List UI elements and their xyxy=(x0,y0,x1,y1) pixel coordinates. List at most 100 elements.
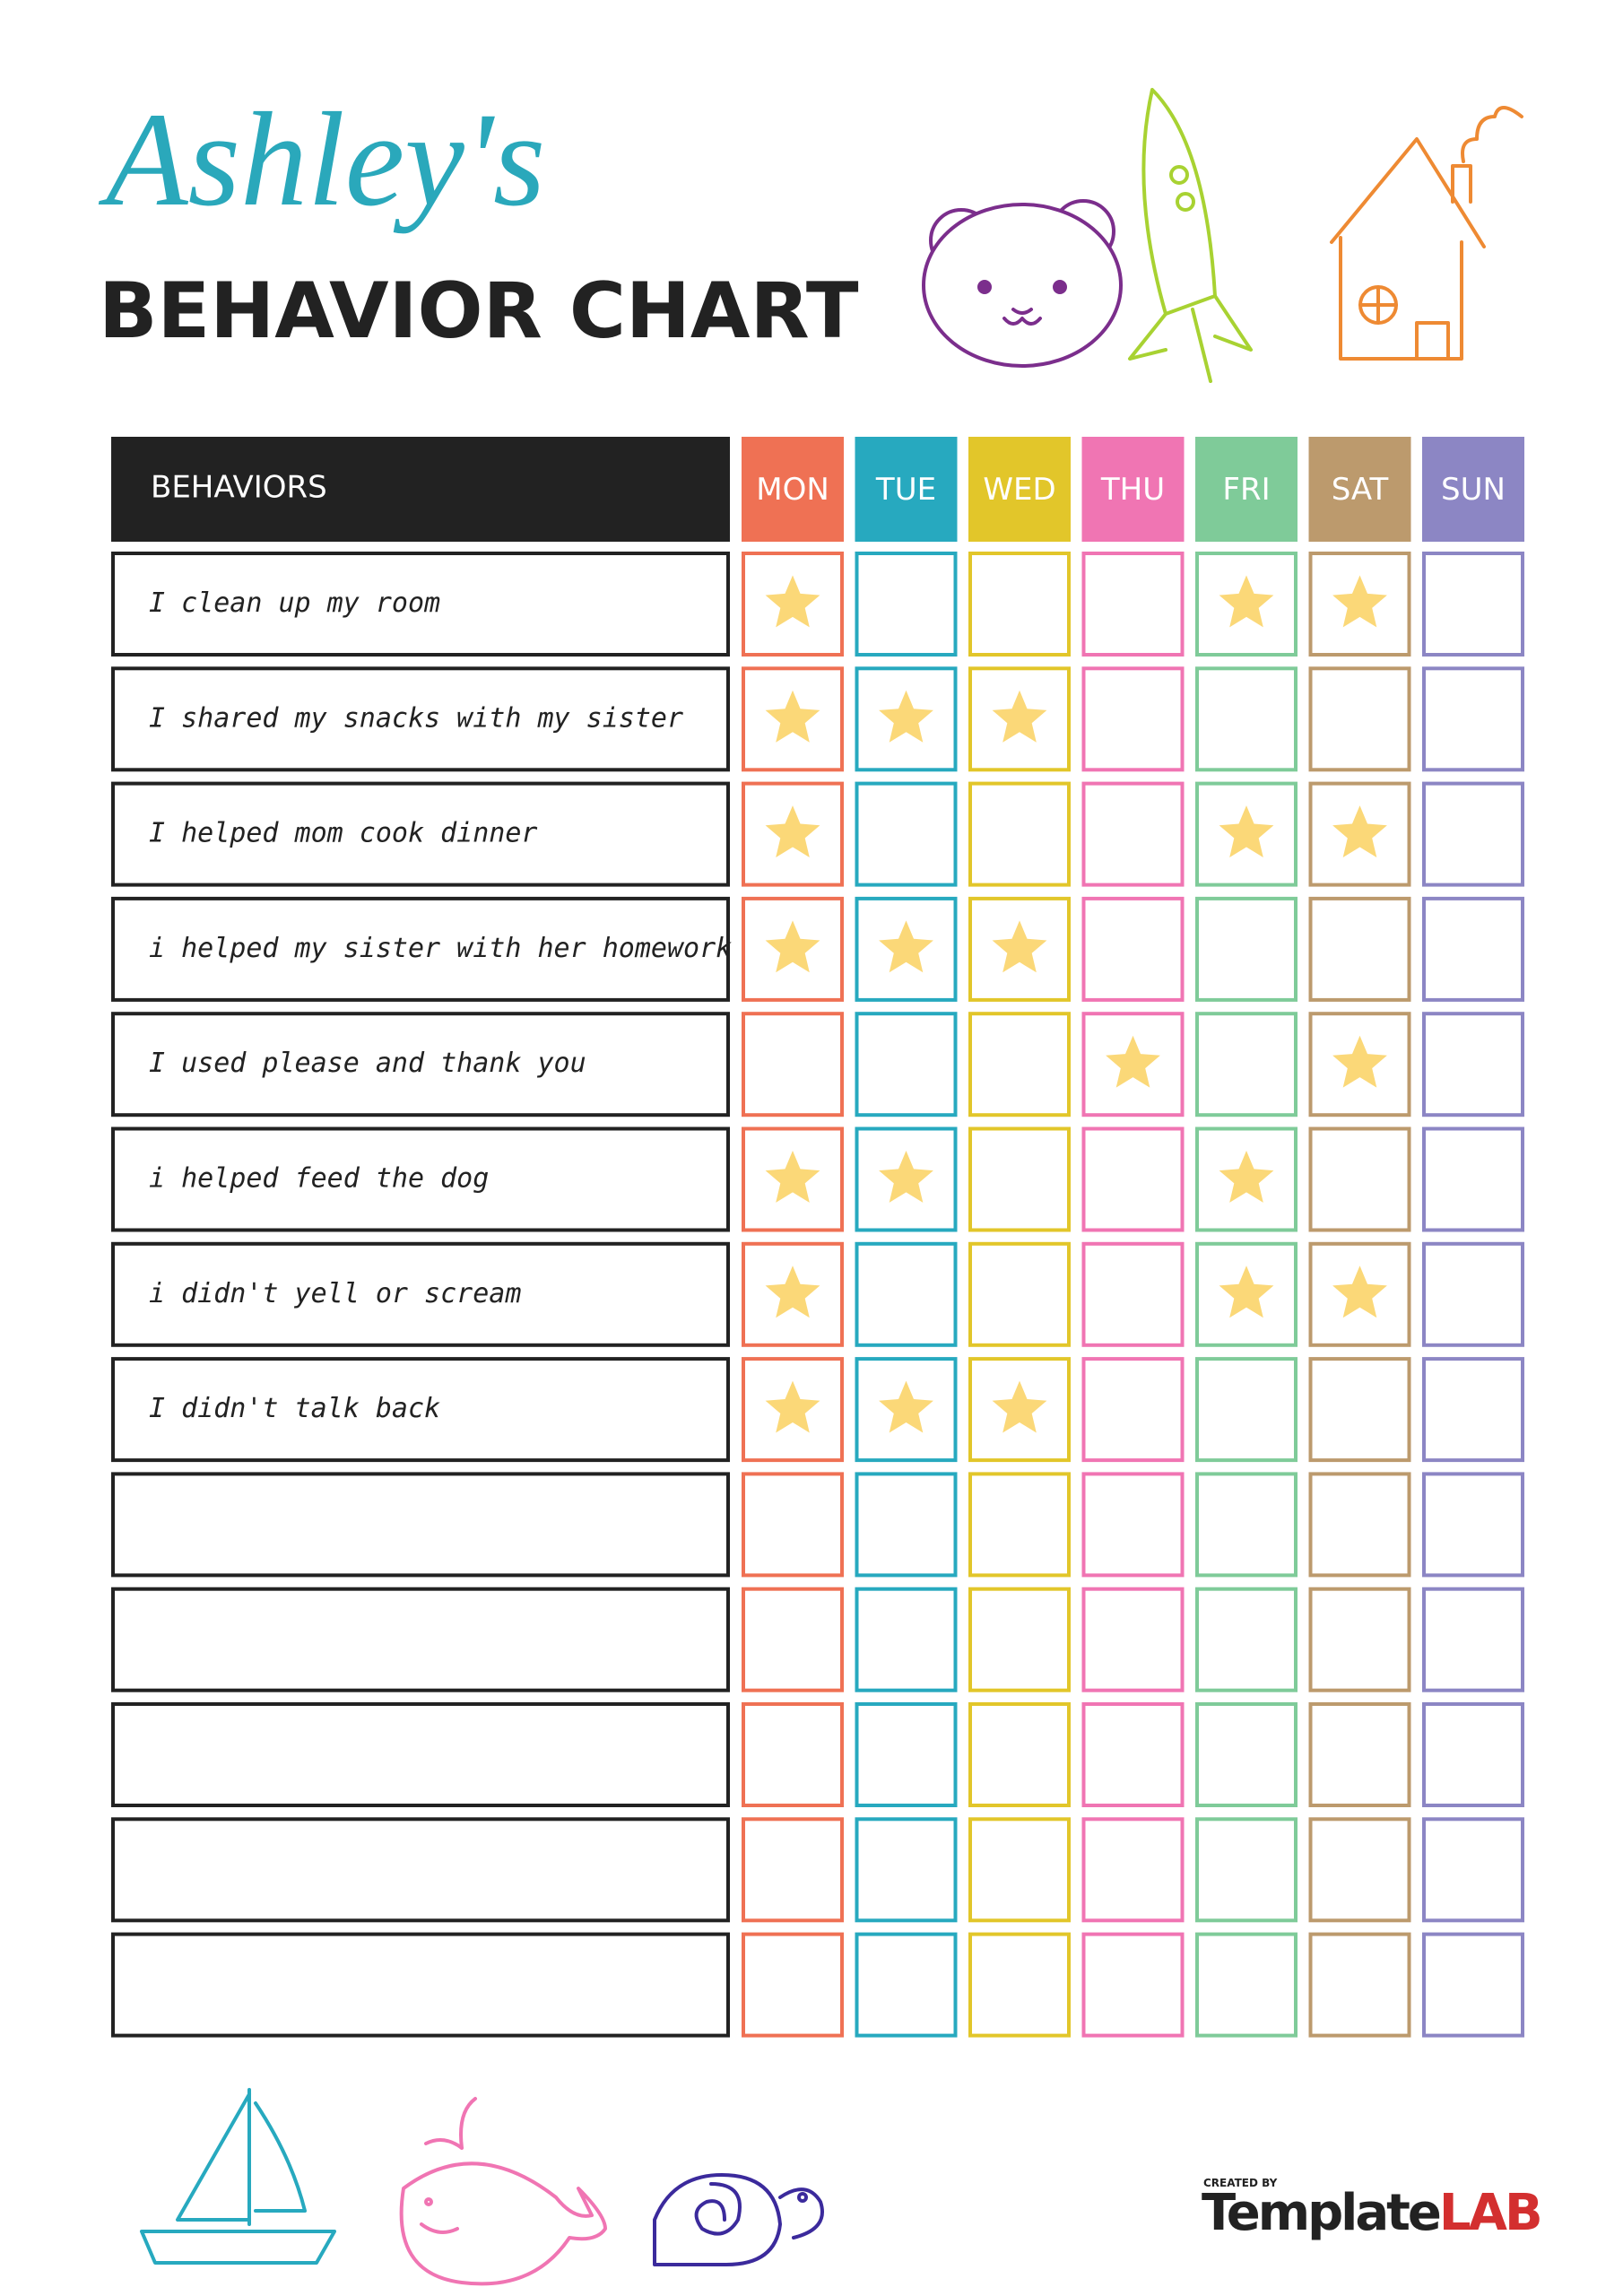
brand-template: Template xyxy=(1202,2184,1440,2242)
day-cell xyxy=(742,1702,844,1807)
behavior-text: I shared my snacks with my sister xyxy=(149,702,683,734)
day-cell xyxy=(1081,666,1185,772)
behavior-cell xyxy=(111,1126,730,1232)
day-cell xyxy=(855,1241,958,1347)
star xyxy=(1332,1035,1387,1088)
behavior-text: i didn't yell or scream xyxy=(149,1278,521,1309)
day-cell xyxy=(1422,666,1524,772)
day-cell xyxy=(742,1241,844,1347)
day-cell xyxy=(855,1126,958,1232)
star xyxy=(765,575,820,628)
behavior-text: I didn't talk back xyxy=(149,1393,440,1424)
day-cell xyxy=(968,1817,1071,1923)
day-header-bg xyxy=(1081,437,1185,542)
day-cell xyxy=(855,1817,958,1923)
day-cell xyxy=(1195,1587,1298,1692)
day-cell xyxy=(1308,781,1411,887)
behavior-cell xyxy=(111,1012,730,1118)
day-cell xyxy=(742,896,844,1002)
created-by: CREATED BY xyxy=(1203,2177,1278,2189)
day-cell xyxy=(1422,896,1524,1002)
star xyxy=(879,920,933,973)
star xyxy=(1219,1151,1274,1203)
day-cell xyxy=(742,1012,844,1118)
star xyxy=(992,1380,1047,1433)
behavior-cell xyxy=(111,1702,730,1807)
behavior-text: I used please and thank you xyxy=(149,1048,586,1079)
day-header-bg xyxy=(968,437,1071,542)
star xyxy=(992,920,1047,973)
day-cell xyxy=(1081,1702,1185,1807)
day-cell xyxy=(1308,1817,1411,1923)
day-cell xyxy=(968,896,1071,1002)
day-cell xyxy=(742,1126,844,1232)
behavior-cell xyxy=(111,1472,730,1578)
day-cell xyxy=(968,1472,1071,1578)
day-cell xyxy=(742,552,844,657)
day-cell xyxy=(1195,1817,1298,1923)
day-cell xyxy=(1195,1472,1298,1578)
day-header-bg xyxy=(1195,437,1298,542)
day-header-bg xyxy=(742,437,844,542)
day-cell xyxy=(855,781,958,887)
day-cell xyxy=(968,1241,1071,1347)
day-cell xyxy=(1308,1012,1411,1118)
bear-doodle xyxy=(922,199,1123,368)
day-cell xyxy=(1081,781,1185,887)
day-cell xyxy=(855,666,958,772)
rocket-doodle xyxy=(1128,88,1253,383)
day-cell xyxy=(742,1817,844,1923)
star xyxy=(879,1380,933,1433)
day-cell xyxy=(1422,1126,1524,1232)
day-cell xyxy=(1081,1932,1185,2038)
star xyxy=(992,690,1047,743)
snail-doodle xyxy=(653,2173,824,2266)
day-cell xyxy=(1195,1126,1298,1232)
day-cell xyxy=(1195,1932,1298,2038)
day-header-bg xyxy=(1422,437,1524,542)
behavior-cell xyxy=(111,781,730,887)
day-cell xyxy=(1308,896,1411,1002)
behavior-cell xyxy=(111,896,730,1002)
day-cell xyxy=(1308,1126,1411,1232)
day-cell xyxy=(855,1357,958,1463)
day-header: THU xyxy=(1100,472,1165,508)
behaviors-header-bg xyxy=(111,437,730,542)
day-cell xyxy=(1422,552,1524,657)
behavior-table: BEHAVIORS MON TUE WED THU FRI SAT SUN I clean u… xyxy=(111,437,1524,2038)
day-cell xyxy=(968,1702,1071,1807)
day-cell xyxy=(1422,1472,1524,1578)
behavior-cell xyxy=(111,552,730,657)
day-cell xyxy=(968,1932,1071,2038)
day-cell xyxy=(855,552,958,657)
day-cell xyxy=(855,1587,958,1692)
day-cell xyxy=(1308,1702,1411,1807)
behaviors-header: BEHAVIORS xyxy=(151,470,327,506)
day-cell xyxy=(742,1472,844,1578)
day-cell xyxy=(1195,1702,1298,1807)
day-cell xyxy=(855,896,958,1002)
day-cell xyxy=(855,1932,958,2038)
day-header-bg xyxy=(855,437,958,542)
day-cell xyxy=(968,552,1071,657)
star xyxy=(1332,1265,1387,1318)
day-header: SAT xyxy=(1332,472,1389,508)
behavior-text: I helped mom cook dinner xyxy=(149,818,537,849)
star xyxy=(879,690,933,743)
house-doodle xyxy=(1330,106,1523,361)
day-cell xyxy=(742,1587,844,1692)
day-cell xyxy=(1308,1241,1411,1347)
chart-title: BEHAVIOR CHART xyxy=(99,266,859,356)
day-cell xyxy=(1422,1241,1524,1347)
day-cell xyxy=(1422,1357,1524,1463)
behavior-cell xyxy=(111,1357,730,1463)
day-cell xyxy=(1308,1472,1411,1578)
star xyxy=(1219,575,1274,628)
behavior-text: I clean up my room xyxy=(149,587,440,619)
behavior-text: i helped feed the dog xyxy=(149,1163,489,1195)
day-cell xyxy=(968,1126,1071,1232)
brand-lab: LAB xyxy=(1439,2184,1541,2242)
day-cell xyxy=(1308,666,1411,772)
day-cell xyxy=(968,666,1071,772)
day-cell xyxy=(1195,781,1298,887)
